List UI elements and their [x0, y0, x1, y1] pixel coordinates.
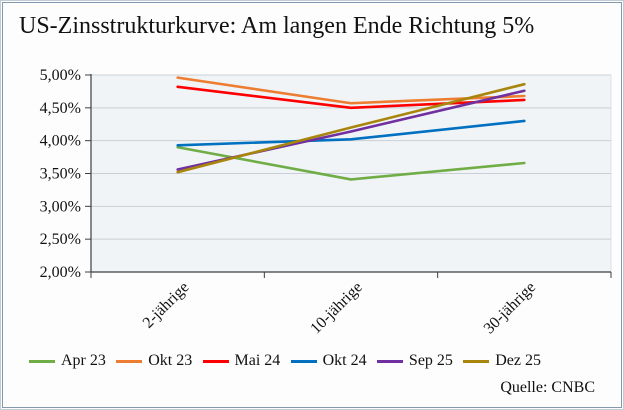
series-line-okt-24 — [176, 119, 526, 147]
legend-item-apr-23: Apr 23 — [29, 352, 106, 370]
y-axis-label: 3,50% — [40, 166, 81, 183]
y-axis-label: 4,00% — [40, 133, 81, 150]
series-line-mai-24 — [176, 85, 526, 110]
x-axis-label: 30-jährige — [481, 279, 540, 337]
legend-label: Mai 24 — [234, 352, 281, 369]
legend-item-dez-25: Dez 25 — [463, 352, 541, 370]
source-credit: Quelle: CNBC — [500, 379, 595, 396]
legend-item-sep-25: Sep 25 — [376, 352, 453, 370]
y-axis-label: 2,00% — [40, 264, 81, 281]
legend-item-okt-24: Okt 24 — [290, 352, 367, 370]
legend-label: Dez 25 — [495, 352, 541, 369]
y-axis-label: 5,00% — [40, 67, 81, 84]
legend-swatch — [463, 359, 490, 363]
legend-swatch — [116, 359, 143, 363]
legend: Apr 23 Okt 23 Mai 24 Okt 24 Sep 25 Dez 25 — [1, 350, 623, 372]
line-chart: 5,00% 4,50% 4,00% 3,50% 3,00% 2,50% 2,00% 2-jäh… — [40, 67, 612, 337]
legend-swatch — [290, 359, 317, 363]
legend-swatch — [29, 359, 55, 363]
x-axis-label: 2-jährige — [140, 279, 193, 332]
chart-title: US-Zinsstrukturkurve: Am langen Ende Ric… — [19, 13, 535, 39]
legend-label: Okt 23 — [148, 352, 193, 369]
legend-swatch — [376, 359, 403, 363]
y-axis-label: 2,50% — [40, 231, 81, 248]
legend-label: Sep 25 — [408, 352, 453, 369]
legend-label: Apr 23 — [61, 352, 106, 369]
legend-label: Okt 24 — [322, 352, 367, 369]
legend-item-okt-23: Okt 23 — [116, 352, 192, 370]
y-axis-label: 3,00% — [40, 198, 81, 215]
legend-item-mai-24: Mai 24 — [202, 352, 281, 370]
series-line-dez-25 — [176, 82, 526, 174]
x-axis-label: 10-jährige — [307, 279, 366, 337]
legend-swatch — [202, 359, 229, 363]
y-axis-label: 4,50% — [40, 100, 81, 117]
